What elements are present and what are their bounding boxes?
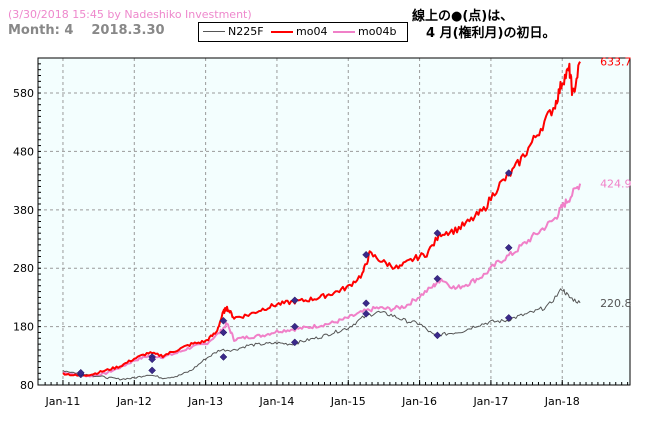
date-text: 2018.3.30	[91, 23, 165, 38]
end-value-label-mo04b: 424.9	[600, 178, 632, 191]
end-value-label-n225f: 220.8	[600, 297, 632, 310]
april-marker	[290, 338, 299, 347]
note-line-2: 4 月(権利月)の初日。	[426, 26, 556, 41]
series-line-mo04	[62, 61, 581, 377]
month-label: Month: 4 2018.3.30	[8, 23, 165, 38]
april-marker	[362, 250, 370, 259]
plot-frame	[37, 57, 631, 386]
x-tick-label: Jan-13	[187, 395, 223, 408]
y-tick-label: 580	[13, 87, 34, 100]
april-marker	[362, 299, 370, 308]
april-marker	[433, 229, 442, 238]
note-text: 線上の●(点)は、 4 月(権利月)の初日。	[412, 8, 555, 42]
y-tick-label: 80	[20, 379, 34, 392]
april-marker	[148, 355, 156, 364]
april-marker	[148, 366, 156, 375]
legend: N225F mo04 mo04b	[198, 22, 408, 42]
april-marker	[504, 313, 513, 322]
x-tick-label: Jan-17	[472, 395, 508, 408]
legend-swatch-n225f	[203, 31, 225, 32]
april-marker	[219, 353, 228, 361]
april-marker	[433, 274, 442, 283]
april-marker	[362, 309, 370, 318]
x-tick-label: Jan-11	[44, 395, 80, 408]
x-tick-label: Jan-16	[401, 395, 437, 408]
april-marker	[219, 316, 228, 325]
legend-label-mo04b: mo04b	[358, 25, 397, 38]
end-value-label-mo04: 633.7	[600, 56, 632, 69]
april-marker	[504, 243, 513, 252]
x-tick-label: Jan-14	[258, 395, 294, 408]
april-marker	[219, 328, 228, 337]
timestamp-caption: (3/30/2018 15:45 by Nadeshiko Investment…	[8, 8, 252, 21]
series-line-mo04b	[62, 183, 582, 378]
legend-label-n225f: N225F	[228, 25, 264, 38]
y-tick-label: 480	[13, 145, 34, 158]
y-tick-label: 180	[13, 321, 34, 334]
y-tick-label: 380	[13, 204, 34, 217]
april-marker	[76, 368, 85, 377]
y-tick-label: 280	[13, 262, 34, 275]
x-tick-label: Jan-18	[544, 395, 580, 408]
legend-item-n225f: N225F	[203, 25, 264, 38]
note-line-1: 線上の●(点)は、	[412, 9, 514, 24]
series-line-n225f	[62, 288, 581, 381]
legend-item-mo04b: mo04b	[333, 25, 396, 38]
month-text: Month: 4	[8, 23, 74, 38]
plot-area	[38, 58, 630, 385]
x-tick-label: Jan-15	[330, 395, 366, 408]
legend-swatch-mo04b	[333, 30, 355, 33]
x-tick-label: Jan-12	[116, 395, 152, 408]
april-marker	[290, 296, 299, 305]
legend-swatch-mo04	[271, 30, 293, 33]
legend-label-mo04: mo04	[296, 25, 328, 38]
legend-item-mo04: mo04	[271, 25, 327, 38]
april-marker	[290, 322, 299, 331]
april-marker	[504, 169, 513, 177]
april-marker	[433, 331, 442, 340]
